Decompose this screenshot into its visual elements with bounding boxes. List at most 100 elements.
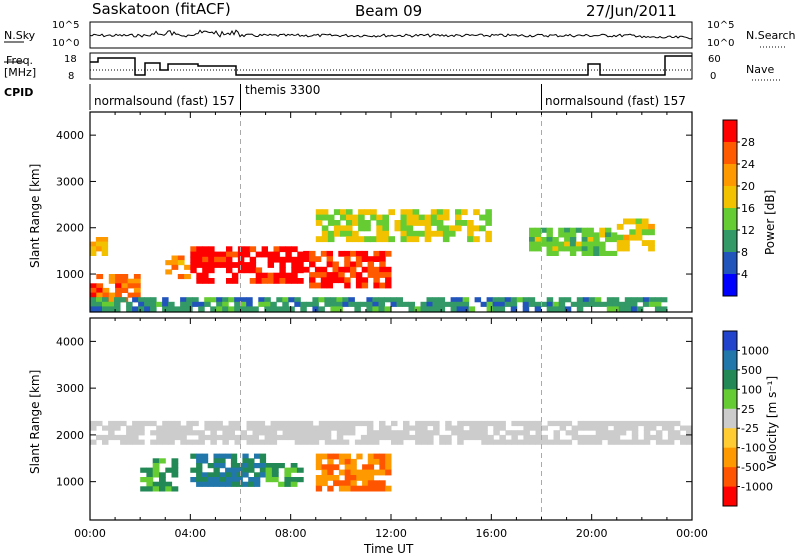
- power-cell: [210, 297, 217, 303]
- velocity-cell: [222, 425, 229, 431]
- power-cell: [214, 256, 221, 263]
- velocity-cell: [315, 480, 323, 487]
- power-cell: [196, 256, 203, 263]
- velocity-cell: [270, 430, 278, 436]
- velocity-cell: [324, 420, 332, 427]
- power-cell: [529, 227, 536, 233]
- power-cell: [255, 278, 263, 284]
- velocity-cell: [96, 420, 103, 427]
- velocity-cell: [493, 430, 500, 436]
- power-cell: [468, 306, 476, 312]
- velocity-cell: [342, 425, 350, 431]
- velocity-cell: [686, 425, 693, 431]
- power-cell: [546, 301, 554, 307]
- power-cell: [546, 250, 553, 256]
- power-cell: [202, 267, 209, 274]
- power-cell: [534, 306, 542, 312]
- velocity-cell: [296, 467, 304, 473]
- velocity-cell: [102, 439, 109, 445]
- velocity-cell: [315, 458, 323, 465]
- velocity-cell: [252, 434, 259, 441]
- power-cell: [450, 297, 458, 303]
- velocity-cell: [499, 434, 506, 441]
- velocity-cell: [348, 430, 356, 436]
- velocity-cell: [146, 477, 154, 483]
- velocity-panel-ytick-label: 4000: [56, 335, 84, 348]
- velocity-cell: [385, 430, 392, 436]
- power-colorbar-tick-label: 12: [741, 224, 755, 237]
- velocity-cell: [258, 425, 266, 431]
- power-cell: [358, 225, 365, 232]
- station-title: Saskatoon (fitACF): [92, 0, 231, 18]
- nsky-bottom-tick: 10^0: [52, 38, 80, 49]
- power-cell: [144, 306, 151, 312]
- velocity-cell: [264, 439, 272, 445]
- power-cell: [340, 209, 347, 216]
- power-cell: [510, 297, 518, 303]
- power-cell: [581, 232, 588, 238]
- velocity-cell: [344, 458, 351, 465]
- power-cell: [616, 245, 624, 252]
- velocity-cell: [487, 420, 494, 427]
- velocity-cell: [290, 463, 298, 469]
- power-cell: [354, 301, 361, 307]
- velocity-cell: [342, 430, 350, 436]
- velocity-cell: [649, 434, 657, 441]
- power-cell: [635, 234, 643, 241]
- power-cell: [90, 292, 97, 298]
- power-cell: [95, 241, 103, 247]
- power-cell: [361, 266, 369, 273]
- power-ylabel: Slant Range [km]: [28, 163, 42, 268]
- power-cell: [623, 240, 630, 246]
- velocity-cell: [186, 420, 193, 427]
- power-cell: [438, 297, 446, 303]
- velocity-cell: [132, 439, 139, 445]
- power-cell: [243, 251, 251, 258]
- power-cell: [378, 301, 385, 307]
- power-cell: [126, 301, 133, 307]
- power-cell: [90, 283, 97, 289]
- power-cell: [326, 277, 333, 284]
- power-cell: [285, 272, 292, 279]
- velocity-cell: [517, 439, 524, 445]
- velocity-cell: [403, 430, 410, 436]
- velocity-cell: [234, 439, 241, 445]
- velocity-cell: [102, 425, 109, 431]
- velocity-cell: [583, 439, 591, 445]
- power-cell: [273, 251, 280, 258]
- power-cell: [552, 241, 559, 247]
- power-cell: [314, 266, 322, 273]
- power-cell: [438, 301, 446, 307]
- power-cell: [623, 218, 630, 225]
- power-cell: [338, 266, 345, 273]
- x-tick-label: 08:00: [275, 527, 307, 540]
- power-cell: [581, 246, 588, 252]
- power-cell: [612, 297, 620, 303]
- power-cell: [442, 230, 450, 237]
- velocity-cell: [523, 430, 530, 436]
- velocity-cell: [201, 477, 209, 483]
- power-cell: [593, 237, 600, 243]
- power-cell: [346, 230, 353, 237]
- power-cell: [612, 306, 620, 312]
- power-cell: [196, 251, 203, 258]
- power-cell: [623, 245, 630, 252]
- velocity-cell: [350, 458, 357, 465]
- velocity-cell: [186, 439, 193, 445]
- power-colorbar-swatch: [723, 164, 737, 187]
- power-cell: [326, 256, 333, 262]
- velocity-cell: [338, 480, 346, 487]
- velocity-cell: [433, 425, 440, 431]
- velocity-cell: [415, 434, 422, 441]
- velocity-cell: [655, 434, 663, 441]
- velocity-cell: [643, 420, 651, 427]
- velocity-cell: [427, 439, 434, 445]
- power-cell: [529, 246, 536, 252]
- velocity-cell: [643, 425, 651, 431]
- velocity-cell: [242, 467, 249, 473]
- date-title: 27/Jun/2011: [586, 2, 677, 20]
- velocity-cell: [90, 420, 97, 427]
- velocity-cell: [354, 420, 362, 427]
- velocity-cell: [415, 439, 422, 445]
- velocity-cell: [330, 425, 338, 431]
